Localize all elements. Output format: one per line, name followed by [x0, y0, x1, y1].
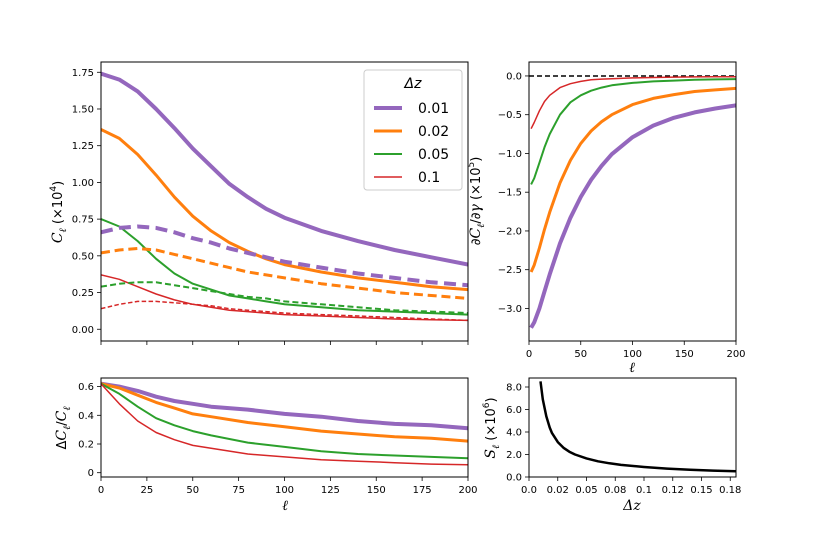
legend-box: [363, 69, 463, 191]
snr-axes-frame: [528, 377, 737, 478]
cl-panel: 0.00 0.25 0.50 0.75 1.00 1.25 1.50 1.75 Cℓ (×10…: [49, 61, 469, 345]
snr_panel-ytick-label: 4.0: [506, 428, 522, 439]
snr_panel-xtick-label: 0.18: [719, 485, 741, 496]
snr_panel-ytick-label: 8.0: [506, 383, 522, 394]
derivative-panel: 0 50 100 150 2000.0−0.5−1.0−1.5−2.0−2.5−3.0 …: [467, 61, 746, 376]
derivative_panel-ytick-label: −0.5: [498, 110, 522, 121]
legend: Δz 0.01 0.02 0.05 0.1: [363, 69, 463, 191]
derivative-ticks: 0 50 100 150 200 0.0 −0.5 −1.0 −1.5 −2.0 −2.5 −3.0: [498, 71, 746, 360]
ratio_panel-line-0-02: [101, 382, 468, 443]
ratio_panel-xtick-label: 25: [141, 485, 154, 496]
derivative_panel-ytick-label: −3.0: [498, 304, 522, 315]
cl_panel-line-0-02: [101, 128, 468, 292]
ratio_panel-line-0-01: [101, 381, 468, 431]
derivative_panel-xtick-label: 50: [574, 349, 587, 360]
ratio_panel-line-0-05: [101, 382, 468, 460]
derivative-ylabel: ∂Cℓ/∂γ (×105): [467, 157, 487, 246]
ratio_panel-xtick-label: 0: [98, 485, 104, 496]
ratio_panel-line-0-1: [101, 383, 468, 466]
ratio_panel-xtick-label: 100: [275, 485, 294, 496]
derivative_panel-xtick-label: 100: [623, 349, 642, 360]
ratio_panel-ytick-label: 0.4: [78, 411, 94, 422]
ratio_panel-xtick-label: 175: [413, 485, 432, 496]
ratio-plot-area: [101, 381, 468, 466]
ratio-xlabel: ℓ: [282, 498, 288, 514]
cl_panel-ytick-label: 1.50: [72, 104, 94, 115]
ratio_panel-xtick-label: 50: [186, 485, 199, 496]
ratio-ticks: 0 25 50 75 100 125 150 175 200 0 0.2 0.4 0.6: [78, 382, 477, 496]
snr-plot-area: [539, 381, 736, 473]
snr_panel-line-S: [539, 381, 736, 473]
cl_panel-ytick-label: 0.75: [72, 215, 94, 226]
cl_panel-line-0-01: [101, 71, 468, 267]
derivative_panel-xtick-label: 200: [726, 349, 745, 360]
cl_panel-ytick-label: 1.75: [72, 68, 94, 79]
cl_panel-line-0-01-dashed: [101, 224, 468, 288]
derivative_panel-line-0-05: [530, 78, 736, 185]
ratio_panel-xtick-label: 150: [367, 485, 386, 496]
derivative-xlabel: ℓ: [629, 360, 635, 376]
cl_panel-line-0-1: [101, 274, 468, 322]
ratio_panel-xtick-label: 200: [458, 485, 477, 496]
ratio_panel-xtick-label: 75: [232, 485, 245, 496]
cl_panel-line-0-02-dashed: [101, 247, 468, 300]
cl_panel-ytick-label: 0.00: [72, 325, 94, 336]
cl_panel-ytick-label: 1.25: [72, 141, 94, 152]
derivative_panel-line-0-01: [529, 103, 736, 329]
legend-label-0-1: 0.1: [418, 170, 440, 186]
ratio-ylabel: ΔCℓ/Cℓ: [54, 406, 73, 449]
cl_panel-ytick-label: 0.25: [72, 288, 94, 299]
ratio_panel-series-group: [101, 381, 468, 466]
derivative-plot-area: [529, 75, 736, 329]
derivative_panel-ytick-label: −1.0: [498, 149, 522, 160]
derivative_panel-ytick-label: −1.5: [498, 188, 522, 199]
ratio_panel-xtick-label: 125: [321, 485, 340, 496]
snr_panel-xtick-label: 0.08: [604, 485, 626, 496]
cl_panel-ytick-label: 1.00: [72, 178, 94, 189]
derivative_panel-xtick-label: 0: [526, 349, 532, 360]
derivative_panel-series-group: [529, 75, 736, 329]
snr_panel-xtick-label: 0.02: [547, 485, 569, 496]
snr_panel-xtick-label: 0.0: [521, 485, 537, 496]
ratio_panel-ytick-label: 0: [88, 468, 94, 479]
legend-label-0-05: 0.05: [418, 147, 449, 163]
legend-title: Δz: [404, 76, 423, 92]
snr_panel-xtick-label: 0.15: [690, 485, 712, 496]
derivative_panel-ytick-label: 0.0: [506, 71, 522, 82]
legend-label-0-02: 0.02: [418, 124, 449, 140]
snr-ylabel: Sℓ (×106): [482, 397, 502, 458]
cl_panel-line-0-05-dashed: [101, 281, 468, 315]
snr-ticks: 0.0 0.02 0.05 0.08 0.1 0.12 0.15 0.18 0.0 2.0 4.0 6…: [506, 383, 741, 497]
derivative_panel-xtick-label: 150: [675, 349, 694, 360]
snr_panel-ytick-label: 6.0: [506, 405, 522, 416]
snr_panel-ytick-label: 0.0: [506, 473, 522, 484]
snr_panel-xtick-label: 0.12: [662, 485, 684, 496]
derivative_panel-line-0-02: [529, 86, 736, 273]
derivative_panel-ytick-label: −2.0: [498, 226, 522, 237]
cl-ylabel: Cℓ (×104): [49, 181, 69, 243]
cl-plot-area: [101, 71, 468, 322]
cl_panel-series-group: [101, 71, 468, 322]
legend-label-0-01: 0.01: [418, 101, 449, 117]
derivative_panel-ytick-label: −2.5: [498, 265, 522, 276]
cl_panel-line-0-05: [101, 218, 468, 316]
snr_panel-series-group: [539, 381, 736, 473]
snr-xlabel: Δz: [622, 498, 641, 514]
ratio_panel-ytick-label: 0.2: [78, 440, 94, 451]
snr_panel-xtick-label: 0.1: [636, 485, 652, 496]
snr-panel: 0.0 0.02 0.05 0.08 0.1 0.12 0.15 0.18 0.0 2.0 4.0 6…: [482, 377, 741, 514]
ratio_panel-ytick-label: 0.6: [78, 382, 94, 393]
derivative_panel-line-0-1: [530, 75, 736, 130]
cl-ticks: 0.00 0.25 0.50 0.75 1.00 1.25 1.50 1.75: [72, 68, 469, 345]
cl_panel-ytick-label: 0.50: [72, 251, 94, 262]
cl_panel-line-0-1-dashed: [101, 300, 468, 322]
snr_panel-ytick-label: 2.0: [506, 450, 522, 461]
snr_panel-xtick-label: 0.05: [575, 485, 597, 496]
